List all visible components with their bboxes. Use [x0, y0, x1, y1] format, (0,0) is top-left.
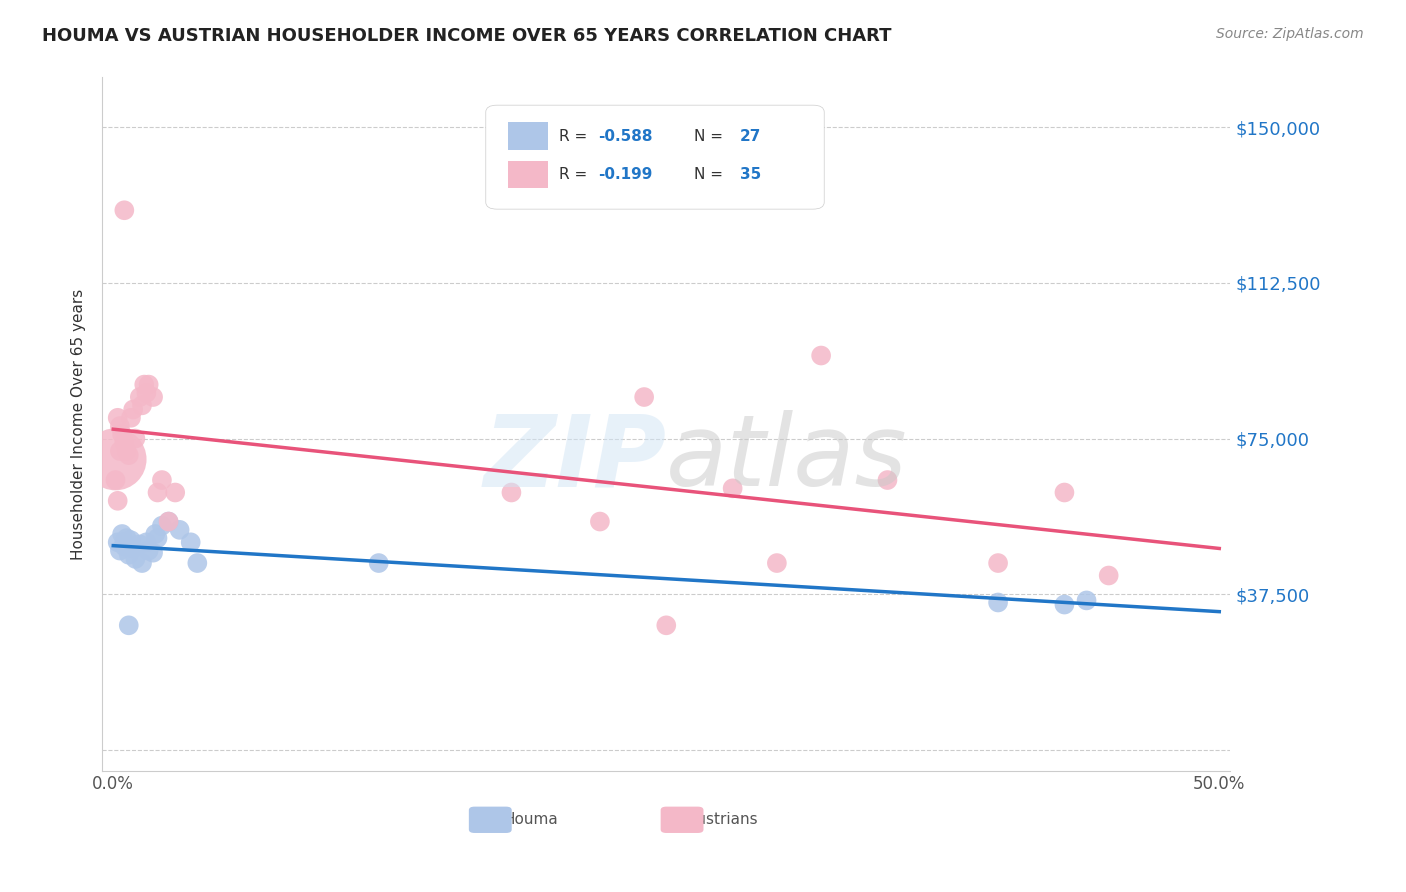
Point — [112, 540, 135, 554]
Text: atlas: atlas — [666, 410, 908, 508]
Point — [721, 481, 744, 495]
Point — [987, 556, 1010, 570]
Point — [112, 203, 135, 218]
Point — [766, 556, 789, 570]
Point — [112, 435, 135, 450]
Point — [876, 473, 898, 487]
Point — [122, 541, 145, 556]
Text: -0.588: -0.588 — [599, 128, 654, 144]
Point — [165, 485, 187, 500]
Point — [104, 473, 127, 487]
Point — [633, 390, 655, 404]
Point — [1098, 568, 1121, 582]
Point — [134, 377, 156, 392]
Point — [655, 618, 678, 632]
Point — [107, 493, 129, 508]
Point — [131, 556, 153, 570]
Point — [150, 473, 173, 487]
FancyBboxPatch shape — [486, 105, 824, 209]
Point — [111, 427, 134, 442]
Point — [128, 537, 150, 551]
Point — [128, 390, 150, 404]
Text: 35: 35 — [740, 167, 761, 182]
Point — [107, 535, 129, 549]
Point — [108, 419, 131, 434]
Point — [124, 432, 146, 446]
Point — [138, 377, 160, 392]
Point — [115, 444, 138, 458]
Point — [124, 552, 146, 566]
Point — [169, 523, 191, 537]
Text: 27: 27 — [740, 128, 761, 144]
Point — [122, 402, 145, 417]
Point — [367, 556, 389, 570]
Point — [146, 485, 169, 500]
Text: ZIP: ZIP — [484, 410, 666, 508]
Point — [150, 518, 173, 533]
Point — [987, 595, 1010, 609]
Point — [115, 531, 138, 545]
Point — [120, 533, 142, 548]
Text: -0.199: -0.199 — [599, 167, 652, 182]
Point — [107, 410, 129, 425]
Point — [143, 527, 166, 541]
Point — [120, 410, 142, 425]
Point — [112, 535, 135, 549]
Point — [104, 452, 127, 467]
Point — [118, 548, 141, 562]
FancyBboxPatch shape — [468, 806, 512, 833]
Point — [1053, 598, 1076, 612]
Point — [186, 556, 208, 570]
Point — [131, 398, 153, 412]
Point — [589, 515, 612, 529]
Point — [118, 448, 141, 462]
Text: HOUMA VS AUSTRIAN HOUSEHOLDER INCOME OVER 65 YEARS CORRELATION CHART: HOUMA VS AUSTRIAN HOUSEHOLDER INCOME OVE… — [42, 27, 891, 45]
Bar — [509, 122, 548, 150]
Point — [157, 515, 180, 529]
Text: N =: N = — [695, 128, 728, 144]
Y-axis label: Householder Income Over 65 years: Householder Income Over 65 years — [72, 288, 86, 559]
Text: Houma: Houma — [503, 812, 558, 827]
Text: N =: N = — [695, 167, 728, 182]
Point — [1053, 485, 1076, 500]
FancyBboxPatch shape — [661, 806, 703, 833]
Bar — [509, 161, 548, 188]
Point — [135, 535, 157, 549]
Point — [146, 531, 169, 545]
Point — [138, 543, 160, 558]
Point — [135, 385, 157, 400]
Point — [1076, 593, 1098, 607]
Point — [111, 527, 134, 541]
Text: Source: ZipAtlas.com: Source: ZipAtlas.com — [1216, 27, 1364, 41]
Point — [157, 515, 180, 529]
Point — [118, 618, 141, 632]
Text: R =: R = — [560, 128, 592, 144]
Text: Austrians: Austrians — [688, 812, 758, 827]
Point — [142, 390, 165, 404]
Point — [180, 535, 202, 549]
Point — [108, 444, 131, 458]
Point — [142, 546, 165, 560]
Point — [108, 543, 131, 558]
Point — [810, 349, 832, 363]
Point — [501, 485, 523, 500]
Text: R =: R = — [560, 167, 592, 182]
